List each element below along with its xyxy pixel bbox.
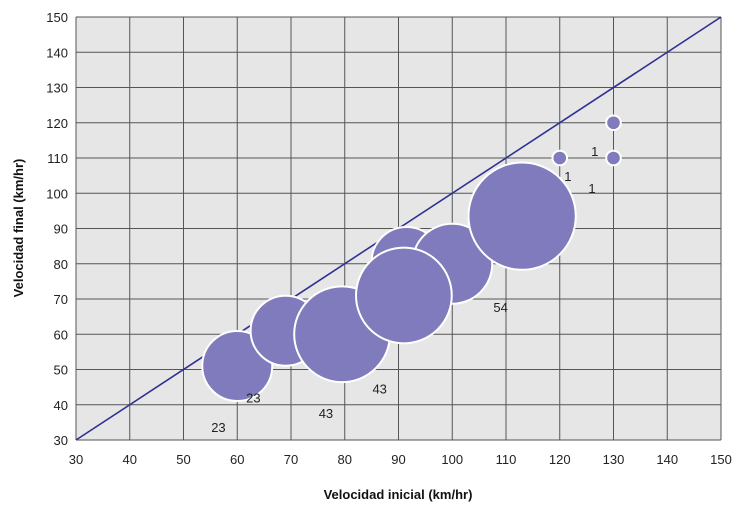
x-tick-label: 40 <box>123 452 137 467</box>
bubble-data-label: 43 <box>372 381 386 396</box>
data-label-layer: 23 23 43 43 54 1 1 1 <box>211 144 598 435</box>
bubble-data-label: 43 <box>319 406 333 421</box>
y-tick-label: 120 <box>46 116 68 131</box>
x-tick-label: 90 <box>391 452 405 467</box>
y-tick-label: 90 <box>54 222 68 237</box>
bubble-layer <box>201 114 622 402</box>
x-tick-label: 110 <box>496 452 517 467</box>
x-tick-label: 50 <box>176 452 190 467</box>
y-tick-label: 150 <box>46 10 68 25</box>
x-tick-label: 150 <box>710 452 732 467</box>
bubble-point <box>551 149 569 167</box>
y-tick-label: 140 <box>46 45 68 60</box>
x-axis-title: Velocidad inicial (km/hr) <box>324 487 473 502</box>
bubble-point <box>605 149 622 167</box>
y-tick-label: 40 <box>54 398 68 413</box>
x-axis-ticks: 30 40 50 60 70 80 90 100 110 120 130 140 150 <box>69 452 732 467</box>
y-tick-label: 70 <box>54 292 68 307</box>
x-tick-label: 70 <box>284 452 298 467</box>
x-tick-label: 140 <box>656 452 678 467</box>
y-tick-label: 80 <box>54 257 68 272</box>
y-tick-label: 30 <box>54 433 68 448</box>
bubble-data-label: 1 <box>564 169 571 184</box>
y-tick-label: 50 <box>54 363 68 378</box>
x-tick-label: 100 <box>441 452 463 467</box>
bubble-data-label: 1 <box>588 181 595 196</box>
x-tick-label: 30 <box>69 452 83 467</box>
bubble-data-label: 1 <box>591 144 598 159</box>
x-tick-label: 60 <box>230 452 244 467</box>
bubble-data-label: 23 <box>246 390 260 405</box>
y-tick-label: 100 <box>46 186 68 201</box>
y-axis-title: Velocidad final (km/hr) <box>11 159 26 298</box>
x-tick-label: 80 <box>338 452 352 467</box>
bubble-data-label: 23 <box>211 420 225 435</box>
x-tick-label: 120 <box>549 452 571 467</box>
y-tick-label: 130 <box>46 81 68 96</box>
x-tick-label: 130 <box>603 452 625 467</box>
bubble-point <box>605 114 622 132</box>
y-axis-ticks: 30 40 50 60 70 80 90 100 110 120 130 140 150 <box>46 10 68 448</box>
bubble-data-label: 54 <box>493 300 507 315</box>
y-tick-label: 60 <box>54 327 68 342</box>
bubble-point <box>355 246 453 345</box>
y-tick-label: 110 <box>47 151 68 166</box>
bubble-point <box>467 161 577 271</box>
